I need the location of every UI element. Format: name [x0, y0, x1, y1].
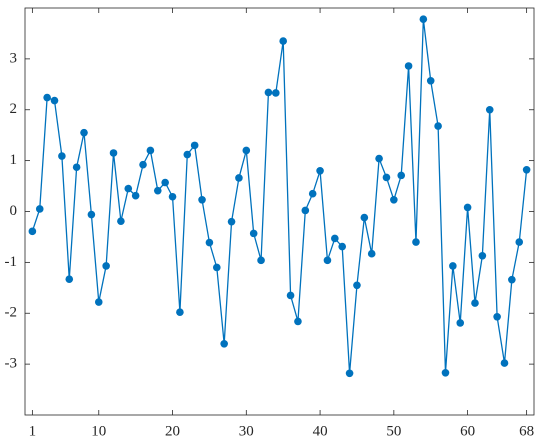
data-point — [426, 76, 435, 85]
y-tick-label: -1 — [5, 254, 18, 270]
data-point — [212, 263, 221, 272]
data-point — [227, 217, 236, 226]
data-point — [316, 167, 324, 175]
data-point — [87, 210, 96, 219]
data-point — [264, 88, 273, 97]
data-point — [294, 317, 302, 326]
data-point — [35, 205, 44, 213]
data-point — [58, 152, 66, 160]
data-point — [235, 174, 243, 182]
data-point — [456, 319, 465, 327]
x-tick-label: 30 — [239, 423, 254, 439]
data-point — [153, 186, 162, 195]
data-point — [390, 195, 398, 204]
x-tick-label: 60 — [460, 423, 475, 439]
data-point — [353, 281, 361, 290]
data-point — [168, 192, 177, 201]
data-point — [279, 37, 287, 45]
data-point — [65, 275, 74, 283]
data-point — [434, 122, 442, 130]
data-point — [471, 299, 479, 307]
data-point — [308, 189, 317, 198]
data-point — [301, 206, 310, 215]
data-point — [382, 173, 391, 182]
x-tick-label: 68 — [519, 423, 534, 439]
data-point — [485, 105, 494, 114]
data-point — [242, 146, 251, 155]
data-point — [72, 163, 81, 172]
data-point — [50, 96, 59, 105]
y-tick-label: -3 — [5, 356, 18, 372]
x-tick-label: 50 — [386, 423, 401, 439]
data-point — [375, 154, 383, 163]
data-point — [102, 262, 110, 270]
data-point — [176, 308, 184, 317]
data-point — [419, 15, 428, 23]
data-point — [286, 291, 295, 300]
data-point — [522, 165, 531, 174]
data-point — [257, 256, 265, 265]
data-point — [441, 368, 450, 377]
data-point — [478, 251, 487, 260]
data-point — [109, 149, 118, 157]
data-point — [412, 238, 420, 246]
x-tick-label: 10 — [91, 423, 106, 439]
data-point — [205, 238, 214, 247]
y-tick-label: 3 — [10, 50, 18, 66]
data-point — [249, 229, 258, 238]
data-point — [397, 171, 406, 180]
data-point — [272, 89, 280, 97]
y-tick-label: 2 — [10, 101, 18, 117]
data-point — [139, 160, 147, 169]
data-point — [404, 62, 413, 70]
data-point — [338, 242, 347, 251]
data-point — [43, 93, 51, 102]
data-point — [190, 141, 199, 150]
data-point — [449, 262, 457, 270]
data-point — [323, 256, 332, 265]
data-point — [220, 339, 228, 348]
data-point — [515, 238, 524, 246]
x-tick-label: 20 — [165, 423, 180, 439]
data-point — [146, 146, 155, 155]
data-point — [94, 298, 103, 306]
data-point — [500, 359, 509, 367]
data-point — [367, 249, 376, 258]
y-tick-label: 1 — [10, 152, 18, 168]
y-tick-label: 0 — [10, 203, 18, 219]
data-point — [161, 178, 169, 187]
data-point — [131, 191, 140, 200]
data-point — [117, 217, 125, 225]
data-point — [183, 150, 192, 159]
series-line — [31, 19, 528, 374]
x-tick-label: 40 — [313, 423, 328, 439]
data-point — [198, 195, 206, 204]
data-point — [360, 213, 369, 222]
data-point — [508, 275, 516, 284]
data-point — [345, 369, 354, 378]
y-tick-label: -2 — [5, 305, 18, 321]
data-point — [493, 313, 501, 321]
data-point — [463, 203, 472, 212]
data-point — [80, 128, 88, 137]
data-point — [28, 227, 37, 236]
data-point — [124, 184, 133, 193]
data-point — [331, 234, 339, 243]
x-tick-label: 1 — [29, 423, 37, 439]
